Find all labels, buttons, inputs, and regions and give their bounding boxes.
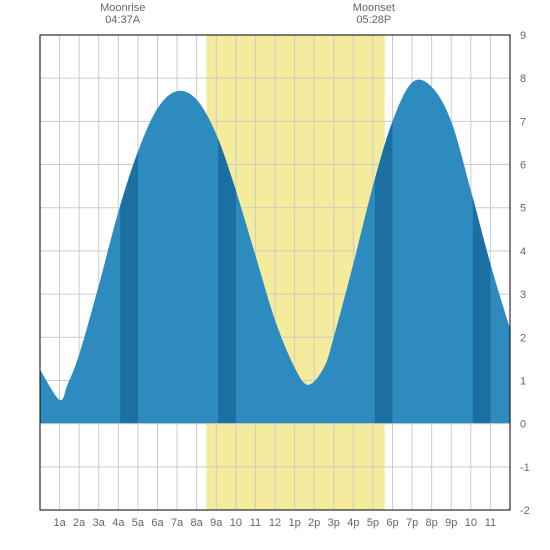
svg-text:11: 11	[250, 517, 261, 529]
svg-text:10: 10	[465, 517, 477, 529]
svg-text:1: 1	[520, 375, 526, 387]
svg-text:6a: 6a	[151, 517, 164, 529]
svg-text:2a: 2a	[73, 517, 86, 529]
tide-chart: Moonrise 04:37A Moonset 05:28P -2-101234…	[0, 0, 550, 550]
svg-text:3p: 3p	[328, 517, 340, 529]
svg-text:7: 7	[520, 116, 526, 128]
svg-text:1a: 1a	[53, 517, 66, 529]
svg-text:8: 8	[520, 73, 526, 85]
moonset-title: Moonset	[353, 2, 395, 14]
moonrise-label: Moonrise 04:37A	[100, 2, 145, 26]
svg-text:3a: 3a	[93, 517, 106, 529]
svg-text:5a: 5a	[132, 517, 145, 529]
svg-text:0: 0	[520, 419, 526, 431]
svg-text:2: 2	[520, 332, 526, 344]
svg-text:2p: 2p	[308, 517, 320, 529]
svg-text:12: 12	[269, 517, 281, 529]
svg-text:6: 6	[520, 160, 526, 172]
svg-text:8a: 8a	[191, 517, 204, 529]
svg-text:4p: 4p	[347, 517, 359, 529]
moonrise-time: 04:37A	[100, 14, 145, 26]
moonset-label: Moonset 05:28P	[353, 2, 395, 26]
svg-text:8p: 8p	[426, 517, 438, 529]
svg-text:11: 11	[485, 517, 496, 529]
svg-text:6p: 6p	[386, 517, 398, 529]
svg-text:4: 4	[520, 246, 526, 258]
svg-text:-2: -2	[520, 505, 530, 517]
svg-text:-1: -1	[520, 462, 530, 474]
svg-text:5p: 5p	[367, 517, 379, 529]
moonrise-title: Moonrise	[100, 2, 145, 14]
svg-text:9a: 9a	[210, 517, 223, 529]
svg-text:9p: 9p	[445, 517, 457, 529]
svg-text:10: 10	[230, 517, 242, 529]
chart-svg: -2-101234567891a2a3a4a5a6a7a8a9a1011121p…	[0, 0, 550, 550]
svg-text:5: 5	[520, 203, 526, 215]
svg-text:1p: 1p	[288, 517, 300, 529]
moonset-time: 05:28P	[353, 14, 395, 26]
svg-text:9: 9	[520, 30, 526, 42]
svg-text:3: 3	[520, 289, 526, 301]
svg-text:7a: 7a	[171, 517, 184, 529]
svg-text:7p: 7p	[406, 517, 418, 529]
svg-text:4a: 4a	[112, 517, 125, 529]
